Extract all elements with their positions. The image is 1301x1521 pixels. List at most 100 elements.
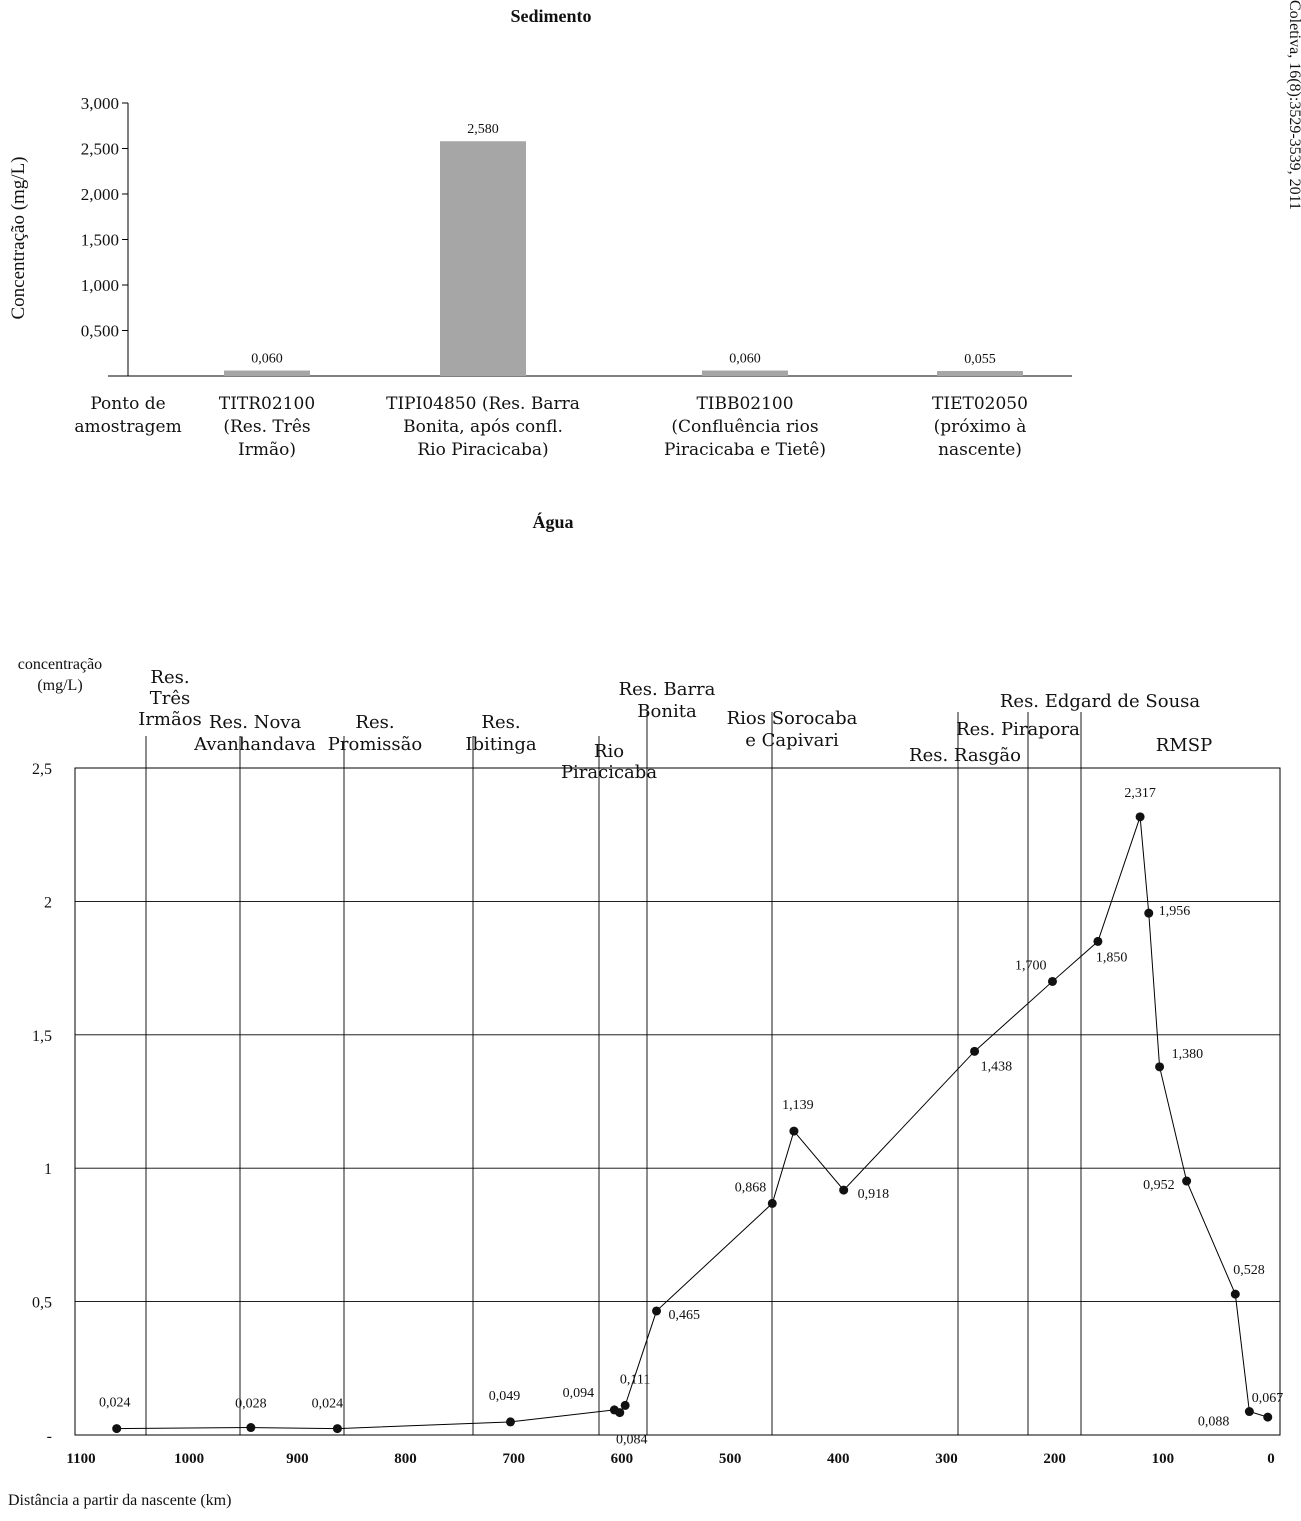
point-value-label: 1,850 bbox=[1096, 950, 1128, 965]
bar-category-label: TIBB02100 bbox=[696, 394, 793, 414]
line-chart-x-tick-label: 400 bbox=[827, 1451, 850, 1467]
data-point bbox=[1244, 1407, 1254, 1417]
point-value-label: 0,067 bbox=[1252, 1391, 1284, 1406]
bar-3 bbox=[937, 370, 1023, 376]
data-point bbox=[1230, 1289, 1240, 1299]
line-chart-x-tick-label: 300 bbox=[935, 1451, 958, 1467]
bar-value-label: 0,060 bbox=[251, 352, 283, 367]
region-label: Três bbox=[150, 688, 191, 709]
bar-category-label: TIET02050 bbox=[932, 394, 1028, 414]
region-label: Res. bbox=[481, 712, 520, 733]
region-label: Avanhandava bbox=[193, 734, 316, 755]
line-chart-x-tick-label: 1000 bbox=[174, 1451, 204, 1467]
bar-category-label: TIPI04850 (Res. Barra bbox=[386, 394, 580, 414]
line-chart-ylabel: concentração bbox=[18, 656, 102, 673]
line-chart-ylabel-unit: (mg/L) bbox=[37, 677, 82, 694]
point-value-label: 2,317 bbox=[1124, 786, 1156, 801]
region-label: Res. Rasgão bbox=[909, 745, 1021, 766]
bar-category-label: Piracicaba e Tietê) bbox=[664, 440, 826, 460]
bar-chart-xlabel: Ponto de bbox=[90, 394, 165, 414]
point-value-label: 0,084 bbox=[616, 1433, 648, 1448]
point-value-label: 1,139 bbox=[782, 1098, 814, 1113]
point-value-label: 0,465 bbox=[669, 1308, 701, 1323]
point-value-label: 0,952 bbox=[1143, 1178, 1175, 1193]
point-value-label: 0,111 bbox=[620, 1372, 650, 1387]
bar-category-label: (próximo à bbox=[934, 417, 1027, 437]
bar-chart-xlabel: amostragem bbox=[74, 417, 181, 437]
bar-category-label: Rio Piracicaba) bbox=[417, 440, 548, 460]
line-chart-x-tick-label: 1100 bbox=[66, 1451, 95, 1467]
line-chart-x-tick-label: 100 bbox=[1152, 1451, 1175, 1467]
line-chart-y-tick-label: 1 bbox=[44, 1161, 52, 1178]
bar-category-label: nascente) bbox=[938, 440, 1022, 460]
bar-chart-y-tick-label: 3,000 bbox=[81, 94, 119, 113]
region-label: Bonita bbox=[637, 701, 697, 722]
region-label: Res. bbox=[355, 712, 394, 733]
bar-chart-y-tick-label: 1,000 bbox=[81, 276, 119, 295]
line-chart-xlabel: Distância a partir da nascente (km) bbox=[8, 1492, 231, 1509]
point-value-label: 0,028 bbox=[235, 1397, 267, 1412]
data-point bbox=[1263, 1412, 1273, 1422]
bar-chart-title: Sedimento bbox=[511, 6, 592, 26]
region-label: Res. Edgard de Sousa bbox=[1000, 691, 1201, 712]
bar-chart-y-tick-label: 2,000 bbox=[81, 185, 119, 204]
bar-0 bbox=[224, 370, 310, 376]
bar-category-label: Bonita, após confl. bbox=[403, 417, 563, 437]
bar-2 bbox=[702, 370, 788, 376]
line-chart-y-tick-label: 0,5 bbox=[32, 1295, 52, 1312]
data-point bbox=[615, 1408, 625, 1418]
bar-category-label: TITR02100 bbox=[219, 394, 315, 414]
region-label: Res. bbox=[150, 667, 189, 688]
bar-chart-ylabel: Concentração (mg/L) bbox=[8, 156, 29, 319]
data-point bbox=[1047, 976, 1057, 986]
data-point bbox=[1093, 936, 1103, 946]
journal-citation: Coletiva, 16(8):3529-3539, 2011 bbox=[1286, 0, 1301, 211]
point-value-label: 1,438 bbox=[981, 1059, 1013, 1074]
point-value-label: 0,528 bbox=[1233, 1263, 1265, 1278]
bar-value-label: 2,580 bbox=[467, 122, 499, 137]
region-label: Res. Barra bbox=[619, 679, 716, 700]
series-line bbox=[116, 816, 1268, 1430]
point-value-label: 0,868 bbox=[735, 1180, 767, 1195]
region-label: Res. Pirapora bbox=[956, 719, 1080, 740]
region-label: e Capivari bbox=[745, 730, 839, 751]
region-label: Rio bbox=[594, 741, 624, 762]
line-chart-y-tick-label: 2 bbox=[44, 894, 52, 911]
point-value-label: 1,956 bbox=[1159, 904, 1191, 919]
data-point bbox=[970, 1046, 980, 1056]
data-point bbox=[620, 1400, 630, 1410]
point-value-label: 0,024 bbox=[312, 1397, 344, 1412]
line-chart-y-tick-label: - bbox=[47, 1428, 52, 1445]
line-chart-x-tick-label: 0 bbox=[1267, 1451, 1275, 1467]
region-label: Res. Nova bbox=[209, 712, 302, 733]
line-chart-x-tick-label: 500 bbox=[719, 1451, 742, 1467]
data-point bbox=[767, 1198, 777, 1208]
data-point bbox=[1182, 1176, 1192, 1186]
line-chart-x-tick-label: 200 bbox=[1043, 1451, 1066, 1467]
line-chart-y-tick-label: 2,5 bbox=[32, 761, 52, 778]
point-value-label: 0,088 bbox=[1198, 1415, 1230, 1430]
line-chart-frame bbox=[74, 767, 1281, 1436]
data-point bbox=[839, 1185, 849, 1195]
bar-category-label: (Confluência rios bbox=[671, 417, 818, 437]
point-value-label: 0,094 bbox=[563, 1386, 595, 1401]
region-label: Rios Sorocaba bbox=[727, 708, 858, 729]
bar-value-label: 0,060 bbox=[729, 352, 761, 367]
line-chart-x-tick-label: 900 bbox=[286, 1451, 309, 1467]
region-label: Promissão bbox=[328, 734, 422, 755]
line-chart-x-tick-label: 600 bbox=[611, 1451, 634, 1467]
data-point bbox=[652, 1306, 662, 1316]
data-point bbox=[505, 1417, 515, 1427]
data-point bbox=[1144, 908, 1154, 918]
line-chart-x-tick-label: 800 bbox=[394, 1451, 417, 1467]
line-chart-title: Água bbox=[532, 511, 573, 532]
point-value-label: 1,700 bbox=[1015, 958, 1047, 973]
region-label: Ibitinga bbox=[465, 734, 536, 755]
data-point bbox=[246, 1423, 256, 1433]
bar-chart-y-tick-label: 0,500 bbox=[81, 322, 119, 341]
region-label: Piracicaba bbox=[561, 762, 657, 783]
point-value-label: 0,049 bbox=[489, 1389, 521, 1404]
line-chart-x-tick-label: 700 bbox=[502, 1451, 525, 1467]
bar-category-label: (Res. Três bbox=[223, 417, 310, 437]
